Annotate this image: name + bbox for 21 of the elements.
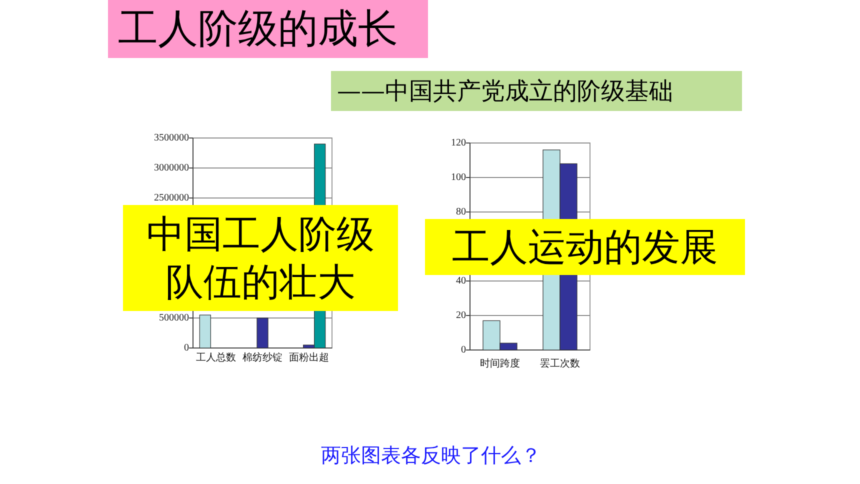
xtick: 时间跨度 — [480, 358, 520, 370]
ytick: 0 — [461, 344, 466, 356]
ytick: 80 — [456, 206, 466, 218]
title: 中国工人阶级队伍的壮大 — [123, 205, 398, 311]
ytick: 120 — [451, 138, 466, 148]
xtick: 面粉出超 — [288, 352, 329, 364]
annotation: 两张图表各反映了什么？ — [320, 442, 542, 469]
ytick: 3000000 — [154, 162, 189, 174]
xtick: 工人总数 — [196, 352, 236, 364]
xtick: 罢工次数 — [540, 358, 580, 370]
ytick: 100 — [451, 172, 466, 183]
ytick: 500000 — [159, 312, 189, 324]
ytick: 0 — [184, 342, 189, 354]
title: 工人运动的发展 — [425, 219, 745, 275]
ytick: 2500000 — [154, 192, 189, 204]
ytick: 20 — [456, 310, 466, 321]
xtick: 棉纺纱锭 — [242, 352, 282, 364]
subtitle: ——中国共产党成立的阶级基础 — [331, 71, 742, 111]
title: 工人阶级的成长 — [108, 0, 428, 58]
ytick: 3500000 — [154, 132, 189, 144]
ytick: 40 — [456, 276, 466, 286]
